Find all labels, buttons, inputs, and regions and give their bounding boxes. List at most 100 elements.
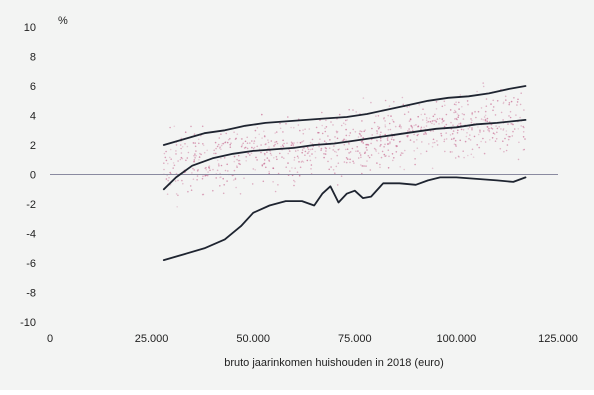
- scatter-point: [483, 116, 486, 118]
- scatter-point: [282, 131, 284, 133]
- y-tick-label: 10: [24, 22, 36, 34]
- scatter-point: [505, 99, 507, 101]
- series-line-1: [162, 85, 527, 146]
- scatter-point: [444, 150, 446, 153]
- scatter-point: [169, 171, 171, 174]
- scatter-point: [209, 169, 211, 172]
- scatter-point: [384, 155, 387, 157]
- scatter-point: [512, 123, 514, 126]
- scatter-point: [442, 120, 445, 122]
- scatter-point: [400, 152, 403, 154]
- scatter-point: [349, 161, 351, 164]
- scatter-point: [296, 141, 299, 144]
- scatter-point: [249, 154, 251, 156]
- scatter-point: [485, 98, 488, 100]
- scatter-point: [393, 139, 395, 141]
- scatter-point: [172, 167, 174, 169]
- scatter-point: [309, 155, 311, 157]
- scatter-point: [470, 118, 472, 120]
- scatter-point: [232, 179, 235, 181]
- scatter-point: [267, 139, 269, 141]
- scatter-point: [263, 162, 266, 165]
- scatter-point: [192, 167, 194, 170]
- scatter-point: [453, 111, 455, 114]
- scatter-point: [277, 184, 279, 186]
- scatter-point: [467, 103, 469, 106]
- scatter-point: [310, 168, 312, 170]
- scatter-point: [261, 137, 263, 139]
- scatter-point: [274, 141, 276, 144]
- scatter-point: [344, 148, 347, 151]
- scatter-point: [296, 155, 299, 158]
- scatter-point: [217, 143, 220, 146]
- scatter-point: [496, 100, 499, 102]
- scatter-point: [388, 155, 390, 158]
- scatter-point: [249, 142, 251, 144]
- scatter-point: [429, 130, 432, 132]
- scatter-point: [453, 103, 456, 106]
- scatter-point: [184, 131, 187, 133]
- scatter-point: [452, 124, 454, 126]
- scatter-point: [324, 127, 326, 130]
- scatter-point: [345, 139, 347, 141]
- scatter-point: [198, 142, 200, 145]
- scatter-point: [496, 131, 498, 134]
- scatter-point: [270, 154, 273, 156]
- scatter-point: [163, 168, 165, 171]
- scatter-point: [345, 157, 348, 159]
- scatter-point: [293, 159, 296, 161]
- scatter-point: [185, 159, 187, 162]
- scatter-point: [509, 135, 511, 138]
- scatter-point: [306, 152, 309, 155]
- scatter-point: [433, 141, 436, 144]
- scatter-point: [377, 125, 379, 128]
- scatter-point: [233, 131, 235, 133]
- scatter-point: [466, 132, 468, 134]
- scatter-point: [488, 129, 490, 132]
- scatter-point: [336, 154, 339, 157]
- scatter-point: [212, 168, 214, 171]
- scatter-point: [496, 127, 499, 130]
- scatter-point: [523, 148, 525, 151]
- scatter-point: [445, 113, 448, 116]
- scatter-point: [458, 101, 460, 104]
- scatter-point: [370, 154, 373, 156]
- scatter-point: [403, 113, 406, 116]
- scatter-point: [429, 120, 432, 123]
- scatter-point: [263, 135, 266, 137]
- scatter-point: [456, 132, 459, 134]
- scatter-point: [482, 82, 485, 84]
- scatter-point: [510, 100, 513, 103]
- scatter-point: [511, 135, 514, 137]
- scatter-point: [376, 132, 379, 135]
- scatter-point: [168, 176, 170, 179]
- scatter-point: [424, 131, 427, 134]
- scatter-point: [293, 142, 295, 144]
- scatter-point: [358, 132, 361, 135]
- scatter-point: [288, 150, 291, 152]
- scatter-point: [359, 152, 361, 154]
- scatter-point: [513, 97, 515, 99]
- scatter-point: [269, 150, 272, 152]
- scatter-point: [268, 170, 270, 173]
- scatter-point: [260, 151, 262, 154]
- scatter-point: [236, 166, 238, 168]
- scatter-point: [361, 140, 364, 142]
- scatter-point: [344, 123, 347, 126]
- scatter-point: [258, 133, 261, 136]
- scatter-point: [325, 126, 328, 128]
- scatter-point: [320, 147, 323, 150]
- scatter-point: [282, 145, 285, 148]
- scatter-point: [436, 140, 438, 142]
- scatter-point: [384, 120, 386, 122]
- scatter-point: [517, 98, 519, 101]
- scatter-point: [202, 143, 204, 145]
- scatter-point: [215, 177, 217, 179]
- scatter-point: [317, 131, 319, 134]
- scatter-point: [235, 137, 237, 140]
- scatter-point: [203, 151, 206, 154]
- scatter-point: [198, 156, 201, 158]
- scatter-point: [359, 130, 362, 132]
- scatter-point: [436, 118, 439, 120]
- scatter-point: [506, 144, 509, 146]
